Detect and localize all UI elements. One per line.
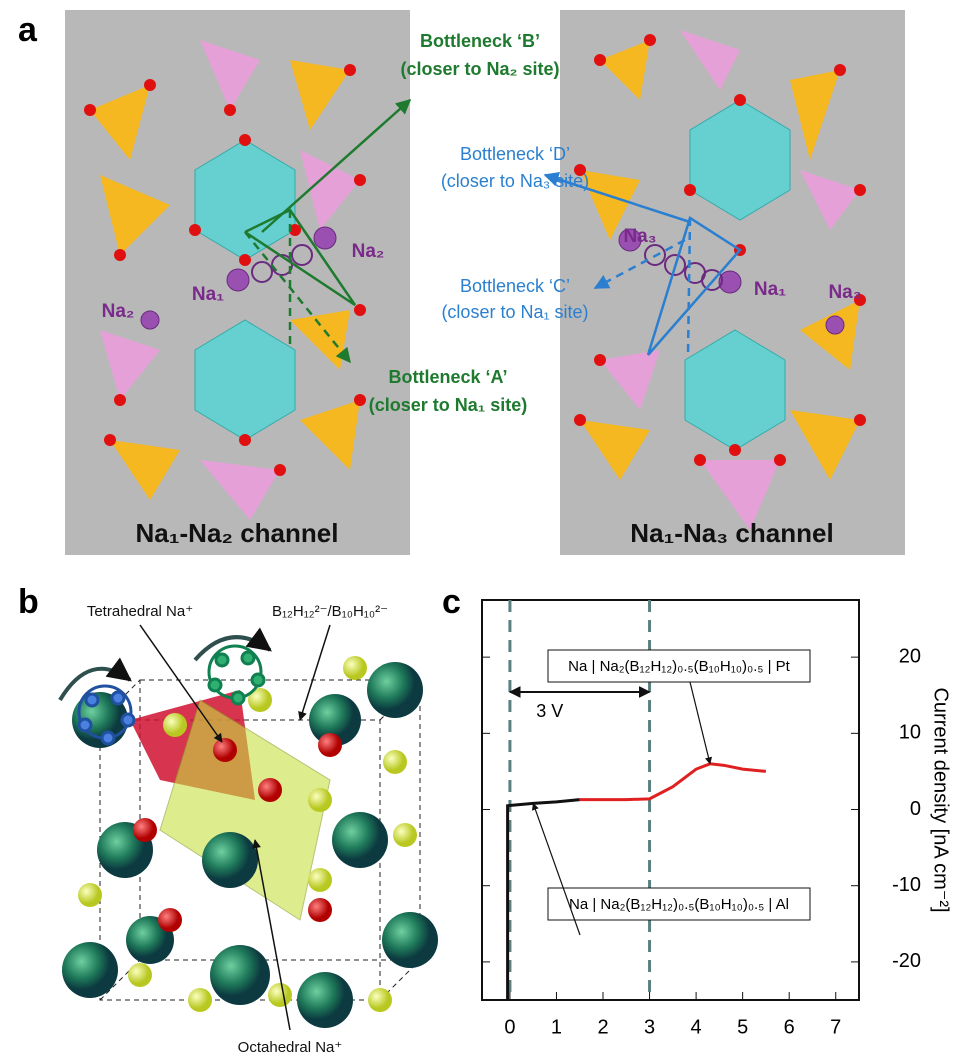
- y-tick-label: -20: [892, 950, 921, 972]
- x-tick-label: 7: [830, 1016, 841, 1038]
- bottleneck-note: (closer to Na₁ site): [369, 395, 527, 415]
- x-tick-label: 4: [691, 1016, 702, 1038]
- x-tick-label: 2: [597, 1016, 608, 1038]
- panel-label: c: [442, 583, 461, 621]
- structure-left: [65, 10, 410, 555]
- site-label: Na₃: [828, 282, 861, 303]
- panel-label: a: [18, 11, 38, 49]
- axis-title: Current density [nA cm⁻²]: [930, 687, 952, 912]
- bottleneck-name: Bottleneck ‘C’: [460, 276, 570, 296]
- y-tick-label: -10: [892, 874, 921, 896]
- y-tick-label: 0: [910, 798, 921, 820]
- bottleneck-name: Bottleneck ‘A’: [388, 367, 507, 387]
- series-label: Na | Na₂(B₁₂H₁₂)₀.₅(B₁₀H₁₀)₀.₅ | Al: [569, 896, 789, 913]
- site-label: Na₃: [623, 226, 656, 247]
- series-label: Na | Na₂(B₁₂H₁₂)₀.₅(B₁₀H₁₀)₀.₅ | Pt: [568, 658, 791, 675]
- x-tick-label: 6: [784, 1016, 795, 1038]
- anion-label: B₁₂H₁₂²⁻/B₁₀H₁₀²⁻: [272, 603, 388, 620]
- x-tick-label: 0: [504, 1016, 515, 1038]
- x-tick-label: 5: [737, 1016, 748, 1038]
- bottleneck-note: (closer to Na₃ site): [441, 171, 589, 191]
- data-line: [580, 764, 766, 800]
- figure: a Bottleneck ‘B’ (closer to Na₂ site) Bo…: [0, 0, 964, 1060]
- structure-b: [60, 625, 438, 1030]
- span-label: 3 V: [536, 701, 563, 721]
- site-label: Tetrahedral Na⁺: [87, 603, 193, 620]
- annotation-arrow: [690, 682, 710, 764]
- bottleneck-name: Bottleneck ‘B’: [420, 31, 540, 51]
- chart: 0 1 2 3 4 5 6 7 -20 -10 0 10 20 Current density [nA c…: [482, 600, 952, 1038]
- site-label: Octahedral Na⁺: [238, 1039, 343, 1056]
- x-tick-label: 1: [551, 1016, 562, 1038]
- panel-label: b: [18, 583, 39, 621]
- site-label: Na₁: [192, 284, 224, 305]
- site-label: Na₁: [754, 279, 786, 300]
- y-tick-label: 10: [899, 722, 921, 744]
- y-tick-label: 20: [899, 645, 921, 667]
- bottleneck-note: (closer to Na₂ site): [400, 59, 559, 79]
- x-tick-label: 3: [644, 1016, 655, 1038]
- site-label: Na₂: [102, 301, 135, 322]
- bottleneck-name: Bottleneck ‘D’: [460, 144, 570, 164]
- channel-caption: Na₁-Na₂ channel: [136, 518, 339, 548]
- channel-caption: Na₁-Na₃ channel: [630, 518, 833, 548]
- bottleneck-note: (closer to Na₁ site): [441, 302, 588, 322]
- site-label: Na₂: [352, 241, 385, 262]
